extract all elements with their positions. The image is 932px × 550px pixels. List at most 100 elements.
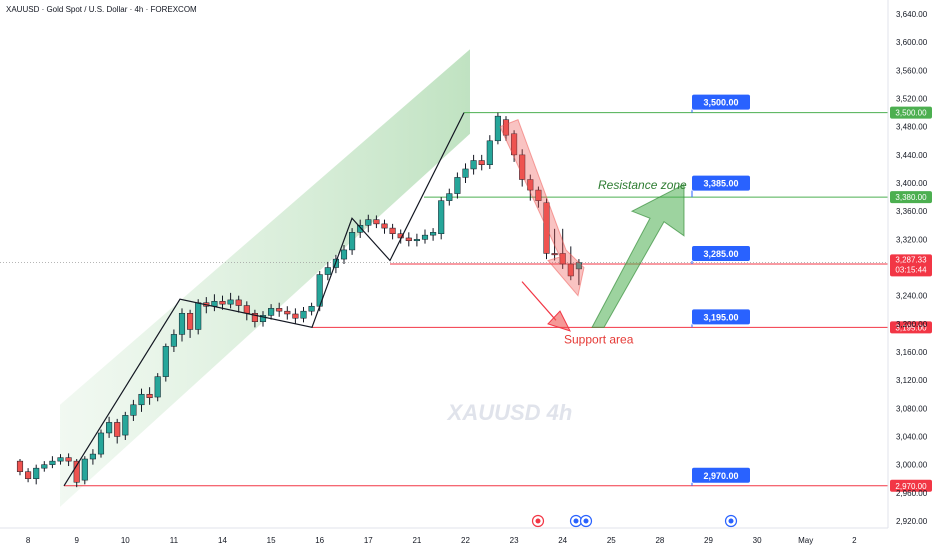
us-flag-event-icon[interactable] bbox=[569, 514, 583, 528]
candle-3[interactable] bbox=[41, 461, 48, 472]
candle-body bbox=[41, 464, 48, 469]
candle-47[interactable] bbox=[397, 229, 404, 244]
candle-68[interactable] bbox=[567, 246, 574, 281]
candle-54[interactable] bbox=[454, 172, 461, 199]
us-flag-event-icon[interactable] bbox=[724, 514, 738, 528]
candle-16[interactable] bbox=[146, 387, 153, 405]
candle-63[interactable] bbox=[527, 174, 534, 201]
candle-21[interactable] bbox=[187, 309, 194, 338]
economic-event-icon[interactable] bbox=[531, 514, 545, 528]
candle-58[interactable] bbox=[486, 135, 493, 169]
x-tick-label: 29 bbox=[704, 536, 713, 545]
candle-29[interactable] bbox=[251, 309, 258, 328]
candle-body bbox=[235, 299, 242, 306]
candle-4[interactable] bbox=[49, 456, 56, 469]
candle-20[interactable] bbox=[178, 308, 186, 342]
candle-body bbox=[462, 168, 469, 178]
candle-38[interactable] bbox=[324, 261, 331, 281]
candle-body bbox=[357, 225, 364, 233]
candle-12[interactable] bbox=[114, 418, 121, 444]
level-label-text: 3,195.00 bbox=[703, 312, 738, 322]
candle-52[interactable] bbox=[438, 197, 445, 240]
candle-51[interactable] bbox=[430, 228, 437, 241]
candle-17[interactable] bbox=[154, 373, 161, 402]
x-tick-label: 14 bbox=[218, 536, 227, 545]
candle-42[interactable] bbox=[357, 219, 364, 238]
candle-body bbox=[381, 223, 388, 229]
candle-62[interactable] bbox=[519, 149, 526, 187]
event-icon-dot bbox=[535, 518, 541, 524]
candle-36[interactable] bbox=[308, 302, 315, 316]
level-label-1: 3,385.00 bbox=[691, 175, 750, 198]
y-tick-label: 3,160.00 bbox=[896, 348, 928, 357]
candle-25[interactable] bbox=[219, 295, 226, 310]
x-tick-label: 23 bbox=[510, 536, 519, 545]
candle-40[interactable] bbox=[340, 244, 348, 264]
candle-body bbox=[438, 200, 445, 234]
candle-50[interactable] bbox=[421, 229, 429, 244]
candle-body bbox=[49, 460, 56, 465]
candle-9[interactable] bbox=[89, 449, 96, 465]
us-flag-event-icon[interactable] bbox=[579, 514, 593, 528]
candle-60[interactable] bbox=[502, 116, 510, 141]
candle-53[interactable] bbox=[446, 188, 453, 206]
candle-46[interactable] bbox=[389, 223, 396, 240]
candle-2[interactable] bbox=[33, 464, 40, 485]
candle-0[interactable] bbox=[16, 459, 24, 476]
candle-55[interactable] bbox=[462, 163, 469, 184]
candle-1[interactable] bbox=[25, 468, 32, 483]
level-label-text: 2,970.00 bbox=[703, 471, 738, 481]
candle-64[interactable] bbox=[535, 186, 542, 208]
candle-59[interactable] bbox=[494, 112, 501, 145]
candle-41[interactable] bbox=[349, 228, 356, 255]
candle-13[interactable] bbox=[122, 411, 129, 440]
candle-body bbox=[349, 232, 356, 251]
candle-body bbox=[195, 302, 202, 330]
candle-8[interactable] bbox=[81, 456, 88, 485]
candle-22[interactable] bbox=[195, 299, 202, 335]
candle-body bbox=[486, 140, 493, 165]
candle-7[interactable] bbox=[73, 459, 80, 488]
candle-body bbox=[251, 313, 258, 322]
candle-19[interactable] bbox=[170, 329, 177, 352]
candle-43[interactable] bbox=[365, 214, 372, 233]
candle-10[interactable] bbox=[97, 429, 105, 458]
y-tick-label: 3,480.00 bbox=[896, 123, 928, 132]
x-tick-label: 16 bbox=[315, 536, 324, 545]
candle-body bbox=[373, 219, 380, 225]
candle-11[interactable] bbox=[106, 416, 113, 438]
axis-level-tag-text: 3,380.00 bbox=[895, 193, 927, 202]
x-tick-label: 10 bbox=[121, 536, 130, 545]
candle-body bbox=[89, 453, 96, 460]
candle-27[interactable] bbox=[235, 295, 242, 313]
candle-48[interactable] bbox=[405, 232, 412, 247]
axis-level-tag-box bbox=[890, 106, 932, 119]
candle-26[interactable] bbox=[227, 292, 234, 309]
candle-5[interactable] bbox=[57, 454, 64, 465]
candle-18[interactable] bbox=[162, 343, 169, 382]
candle-body bbox=[97, 432, 105, 455]
candle-45[interactable] bbox=[381, 219, 388, 234]
candle-31[interactable] bbox=[268, 304, 275, 320]
candle-body bbox=[324, 267, 331, 275]
axis-level-tag-0: 3,500.00 bbox=[890, 106, 932, 119]
candle-33[interactable] bbox=[284, 306, 291, 320]
bearish-projection-arrow bbox=[499, 119, 585, 297]
candle-14[interactable] bbox=[130, 399, 137, 421]
y-tick-label: 3,440.00 bbox=[896, 151, 928, 160]
candle-30[interactable] bbox=[259, 311, 267, 327]
watermark: XAUUSD 4h bbox=[446, 400, 573, 425]
candle-49[interactable] bbox=[413, 233, 420, 247]
candle-56[interactable] bbox=[470, 154, 477, 175]
candle-6[interactable] bbox=[65, 453, 72, 467]
candle-35[interactable] bbox=[300, 306, 307, 323]
candle-34[interactable] bbox=[292, 308, 299, 324]
candle-57[interactable] bbox=[478, 154, 485, 171]
candle-32[interactable] bbox=[276, 302, 283, 317]
candle-body bbox=[413, 239, 420, 242]
candle-67[interactable] bbox=[559, 228, 566, 269]
candle-44[interactable] bbox=[373, 215, 380, 229]
candle-15[interactable] bbox=[138, 388, 145, 412]
